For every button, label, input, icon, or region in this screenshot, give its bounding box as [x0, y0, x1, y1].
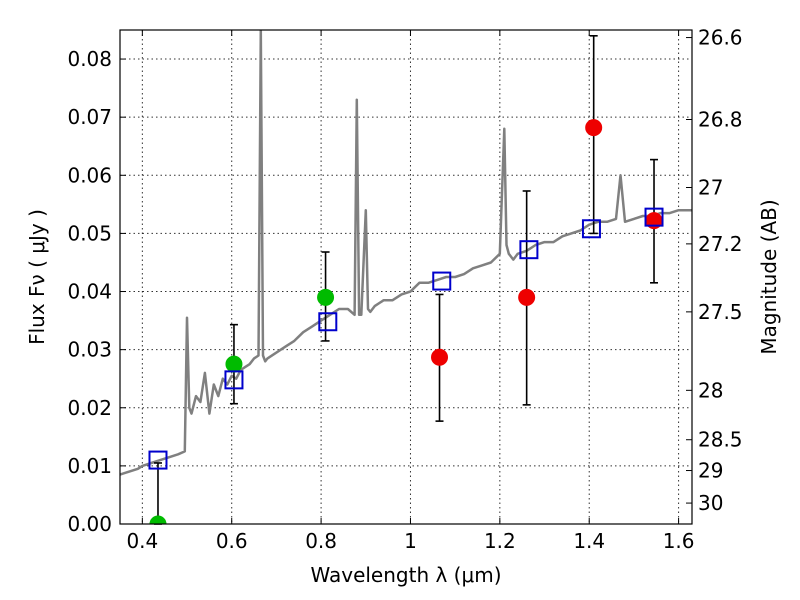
model-square-point	[519, 240, 539, 260]
plot-frame	[119, 29, 693, 525]
model-square-point	[644, 207, 664, 227]
magnitude-tick-label: 29	[698, 459, 723, 483]
magnitude-tick-label: 26.6	[698, 26, 743, 50]
x-tick-label: 1.4	[573, 529, 605, 553]
green-data-point	[149, 515, 167, 524]
green-data-point	[317, 288, 335, 306]
errorbar-layer	[153, 35, 659, 525]
magnitude-tick-label: 26.8	[698, 108, 743, 132]
model-square-point	[318, 312, 338, 332]
model-square-point	[224, 370, 244, 390]
x-tick-label: 1	[404, 529, 417, 553]
magnitude-tick-label: 30	[698, 491, 723, 515]
x-axis: 0.4 0.6 0.8 1 1.2 1.4 1.6	[126, 30, 695, 553]
spectrum-layer	[120, 30, 692, 476]
x-tick-label: 0.6	[216, 529, 248, 553]
model-square-point	[581, 219, 601, 239]
y-tick-label: 0.01	[67, 454, 112, 478]
magnitude-tick-label: 28	[698, 378, 723, 402]
x-tick-label: 0.8	[305, 529, 337, 553]
y-tick-label: 0.06	[67, 163, 112, 187]
y2-axis-title: Magnitude (AB)	[757, 199, 781, 354]
y-axis-title: Flux Fν ( μJy )	[25, 209, 49, 345]
y-tick-label: 0.07	[67, 105, 112, 129]
magnitude-tick-label: 27.2	[698, 232, 743, 256]
green-data-point	[225, 355, 243, 373]
magnitude-axis: 26.6 26.8 27 27.2 27.5 28 28.5 29 30	[686, 26, 743, 515]
model-square-point	[148, 450, 168, 470]
x-tick-label: 1.2	[484, 529, 516, 553]
y-tick-label: 0.00	[67, 512, 112, 536]
x-tick-label: 1.6	[663, 529, 695, 553]
spectrum-line	[120, 30, 692, 476]
x-axis-title: Wavelength λ (μm)	[310, 563, 501, 587]
y-tick-label: 0.08	[67, 47, 112, 71]
y-tick-label: 0.05	[67, 221, 112, 245]
y-tick-label: 0.03	[67, 338, 112, 362]
y-tick-label: 0.02	[67, 396, 112, 420]
y-tick-label: 0.04	[67, 280, 112, 304]
red-data-point	[431, 348, 449, 366]
marker-layer	[148, 119, 664, 524]
magnitude-tick-label: 27	[698, 175, 723, 199]
red-data-point	[518, 288, 536, 306]
y-axis: 0.00 0.01 0.02 0.03 0.04 0.05 0.06 0.07 0.08	[67, 47, 126, 536]
model-square-point	[432, 271, 452, 291]
x-tick-label: 0.4	[126, 529, 158, 553]
red-data-point	[585, 119, 603, 137]
magnitude-tick-label: 28.5	[698, 428, 743, 452]
magnitude-tick-label: 27.5	[698, 300, 743, 324]
grid	[120, 30, 692, 525]
